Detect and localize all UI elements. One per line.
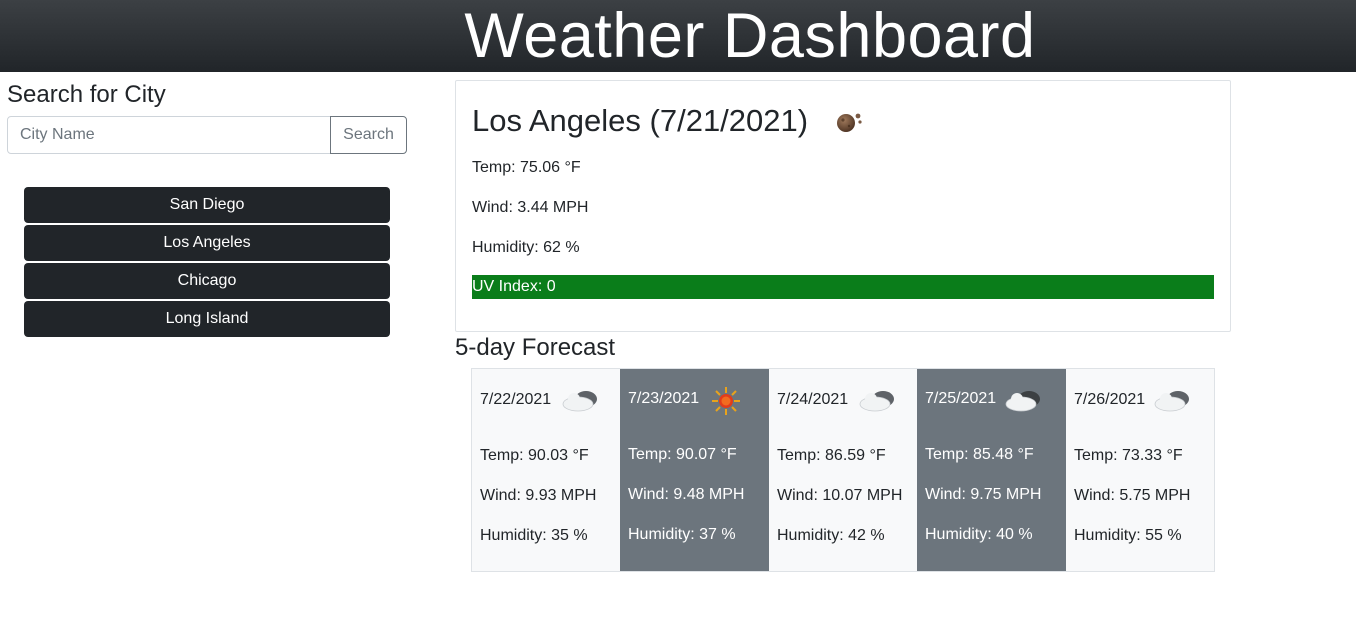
forecast-wind: Wind: 9.75 MPH: [925, 486, 1042, 503]
forecast-humidity: Humidity: 40 %: [925, 526, 1033, 543]
forecast-humidity: Humidity: 35 %: [480, 527, 588, 544]
current-wind: Wind: 3.44 MPH: [472, 199, 589, 216]
search-history-list: San Diego Los Angeles Chicago Long Islan…: [24, 187, 390, 339]
cloud-icon: [859, 391, 894, 412]
current-city-title: Los Angeles (7/21/2021): [472, 103, 809, 138]
forecast-wind: Wind: 9.93 MPH: [480, 487, 597, 504]
current-weather-card: Los Angeles (7/21/2021) Temp: 75.06 °F W…: [455, 80, 1231, 332]
history-item-los-angeles[interactable]: Los Angeles: [24, 225, 390, 261]
forecast-date: 7/26/2021: [1074, 391, 1146, 408]
cloud-icon: [1154, 391, 1189, 412]
page-title: Weather Dashboard: [464, 1, 1036, 71]
sun-icon: [712, 387, 740, 415]
forecast-wind: Wind: 9.48 MPH: [628, 486, 745, 503]
city-search-input[interactable]: [7, 116, 331, 154]
forecast-date: 7/23/2021: [628, 390, 700, 407]
forecast-card: 7/24/2021 Temp: 86.59 °F Wind: 10.07 MPH…: [769, 369, 917, 571]
forecast-humidity: Humidity: 55 %: [1074, 527, 1182, 544]
forecast-heading: 5-day Forecast: [455, 334, 616, 361]
forecast-row: 7/22/2021 Temp: 90.03 °F Wind: 9.93 MPH …: [471, 368, 1215, 572]
forecast-humidity: Humidity: 37 %: [628, 526, 736, 543]
forecast-temp: Temp: 85.48 °F: [925, 446, 1034, 463]
cloud-icon: [562, 391, 597, 412]
search-heading: Search for City: [7, 81, 166, 108]
forecast-card: 7/25/2021 Temp: 85.48 °F Wind: 9.75 MPH …: [917, 369, 1066, 571]
forecast-card: 7/23/2021 Temp: 90.07 °F Wind: 9.48 MPH …: [620, 369, 769, 571]
forecast-humidity: Humidity: 42 %: [777, 527, 885, 544]
forecast-wind: Wind: 5.75 MPH: [1074, 487, 1191, 504]
forecast-temp: Temp: 73.33 °F: [1074, 447, 1183, 464]
forecast-date: 7/24/2021: [777, 391, 849, 408]
current-humidity: Humidity: 62 %: [472, 239, 580, 256]
forecast-card: 7/26/2021 Temp: 73.33 °F Wind: 5.75 MPH …: [1066, 369, 1214, 571]
search-button[interactable]: Search: [330, 116, 407, 154]
history-item-san-diego[interactable]: San Diego: [24, 187, 390, 223]
forecast-temp: Temp: 86.59 °F: [777, 447, 886, 464]
history-item-chicago[interactable]: Chicago: [24, 263, 390, 299]
current-temp: Temp: 75.06 °F: [472, 159, 581, 176]
page-header: Weather Dashboard: [0, 0, 1356, 72]
uv-index-badge: UV Index: 0: [472, 275, 1214, 299]
forecast-card: 7/22/2021 Temp: 90.03 °F Wind: 9.93 MPH …: [472, 369, 620, 571]
forecast-date: 7/22/2021: [480, 391, 552, 408]
forecast-date: 7/25/2021: [925, 390, 997, 407]
history-item-long-island[interactable]: Long Island: [24, 301, 390, 337]
forecast-temp: Temp: 90.03 °F: [480, 447, 589, 464]
forecast-temp: Temp: 90.07 °F: [628, 446, 737, 463]
cloud-icon: [1005, 391, 1040, 412]
forecast-wind: Wind: 10.07 MPH: [777, 487, 903, 504]
moon-clouds-icon: [837, 113, 862, 132]
